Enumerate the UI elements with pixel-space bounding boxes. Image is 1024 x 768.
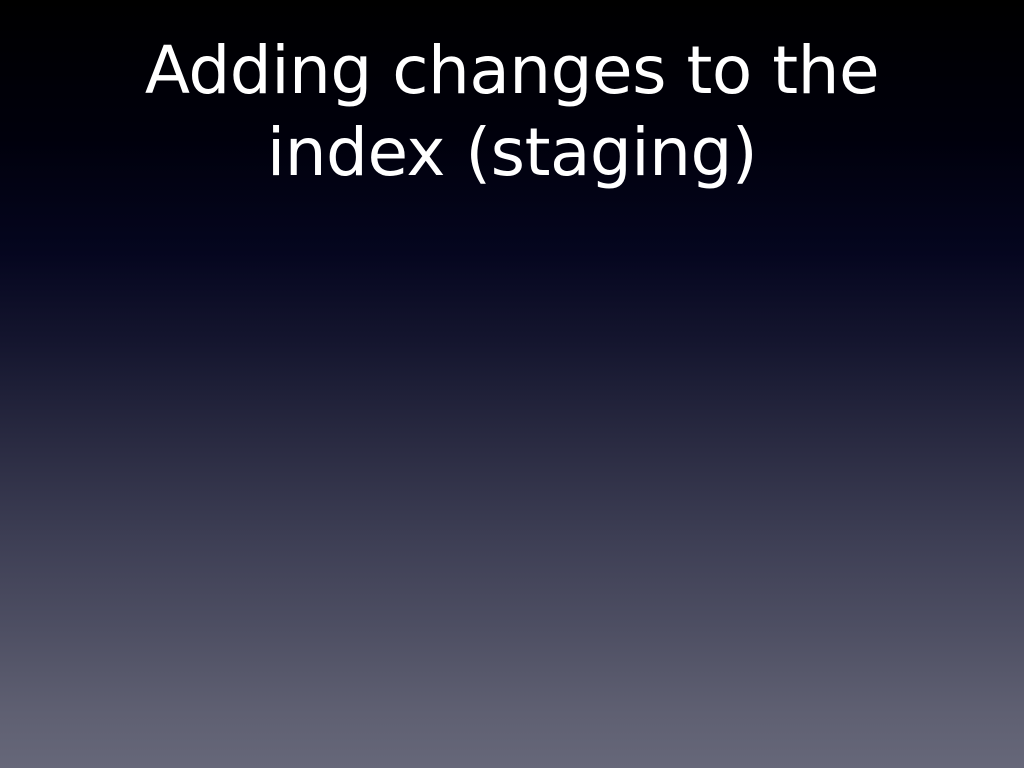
- slide-title: Adding changes to the index (staging): [40, 30, 984, 194]
- slide-title-line-2: index (staging): [266, 114, 758, 191]
- slide-title-line-1: Adding changes to the: [144, 32, 880, 109]
